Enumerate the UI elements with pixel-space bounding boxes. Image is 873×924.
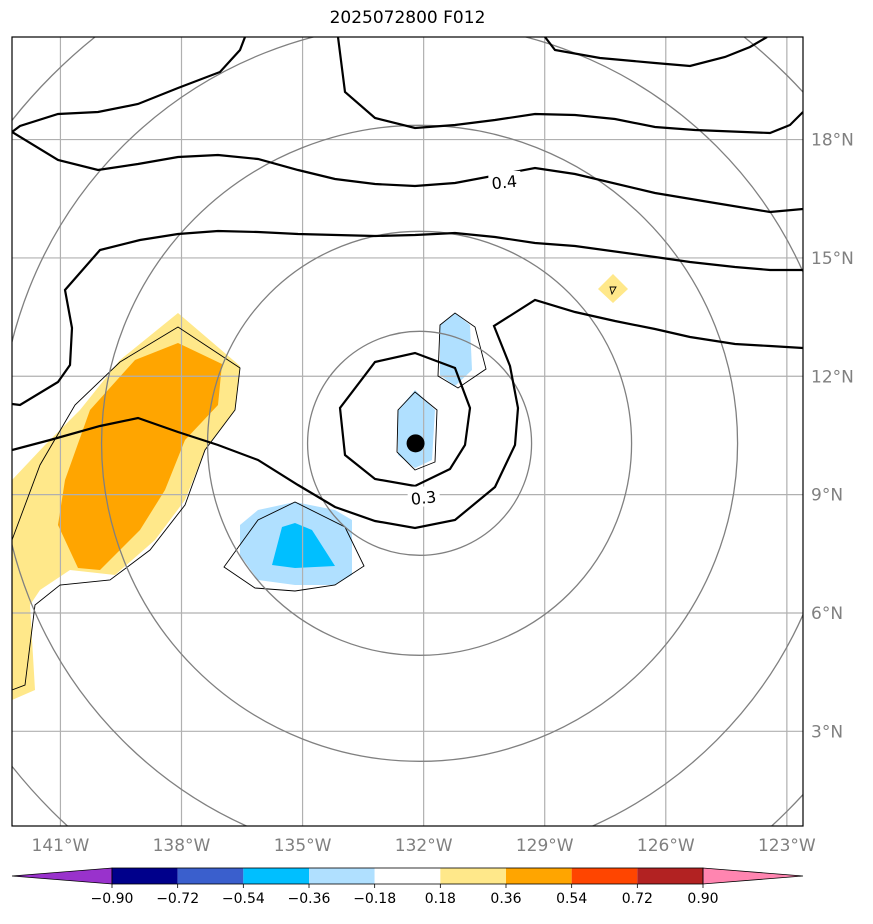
colorbar-tick-label: −0.90 (91, 891, 134, 907)
longitude-tick-label: 129°W (516, 836, 574, 856)
colorbar-tick-label: −0.36 (288, 891, 331, 907)
axis-tick-labels: 141°W 138°W 135°W 132°W 129°W 126°W 123°W 3°N 6°… (32, 131, 854, 856)
colorbar-swatch (309, 868, 375, 884)
thin-contour (437, 312, 487, 389)
thick-contours (12, 37, 803, 530)
thick-contour (12, 131, 803, 214)
thin-contour (609, 286, 617, 296)
thick-contour (12, 229, 803, 407)
longitude-tick-label: 138°W (153, 836, 211, 856)
colorbar: −0.90 −0.72 −0.54 −0.36 −0.18 0.18 0.36 0.54 0.7… (11, 867, 804, 907)
thick-contour (12, 37, 247, 133)
contour-label-background (488, 170, 521, 191)
latitude-tick-label: 12°N (811, 367, 854, 387)
colorbar-swatch (440, 868, 506, 884)
thick-contour (544, 37, 768, 68)
range-ring (206, 230, 633, 656)
shading-light-orange (598, 274, 628, 303)
shading-blue (272, 523, 335, 568)
longitude-tick-label: 132°W (395, 836, 453, 856)
contour-labels: 0.4 0.3 (407, 170, 521, 509)
colorbar-tick-label: 0.72 (622, 891, 653, 907)
colorbar-tick-label: −0.18 (353, 891, 396, 907)
contour-label: 0.4 (491, 172, 518, 194)
colorbar-swatch (637, 868, 703, 884)
thin-contours (12, 286, 617, 691)
colorbar-swatch (571, 868, 638, 884)
map-title: 2025072800 F012 (329, 8, 486, 28)
longitude-tick-label: 126°W (637, 836, 695, 856)
colorbar-tick-label: 0.18 (425, 891, 456, 907)
colorbar-tick-label: 0.90 (687, 891, 718, 907)
colorbar-extend-low (11, 867, 113, 885)
longitude-tick-label: 141°W (32, 836, 90, 856)
latitude-tick-label: 18°N (811, 131, 854, 151)
latitude-tick-label: 6°N (811, 604, 843, 624)
colorbar-tick-label: 0.36 (490, 891, 521, 907)
colorbar-tick-label: 0.54 (556, 891, 587, 907)
shading-light-blue (440, 313, 472, 386)
shading-light-blue (398, 390, 435, 468)
colorbar-swatch (177, 868, 244, 884)
colorbar-frame (111, 867, 704, 885)
thick-contour (12, 298, 803, 530)
colorbar-swatch (243, 868, 309, 884)
colorbar-swatch (374, 868, 441, 884)
latitude-tick-label: 3°N (811, 722, 843, 742)
map-frame (11, 36, 804, 827)
graticule (12, 37, 803, 826)
thin-contour (223, 501, 365, 592)
longitude-tick-label: 123°W (758, 836, 816, 856)
contour-label-background (407, 486, 440, 507)
thick-contour (336, 37, 803, 135)
colorbar-swatch (112, 868, 178, 884)
colorbar-tick-label: −0.54 (222, 891, 265, 907)
shading-layer (12, 274, 628, 700)
thin-contour (396, 391, 438, 471)
latitude-tick-label: 15°N (811, 249, 854, 269)
range-ring (100, 124, 739, 762)
colorbar-swatch (506, 868, 572, 884)
thick-contour (338, 351, 472, 488)
colorbar-tick-label: −0.72 (156, 891, 199, 907)
range-ring (306, 330, 533, 556)
latitude-tick-label: 9°N (811, 486, 843, 506)
longitude-tick-label: 135°W (274, 836, 332, 856)
contour-label: 0.3 (410, 487, 437, 509)
storm-center-marker (406, 434, 425, 453)
thin-contour (12, 326, 241, 691)
colorbar-extend-high (702, 867, 804, 885)
